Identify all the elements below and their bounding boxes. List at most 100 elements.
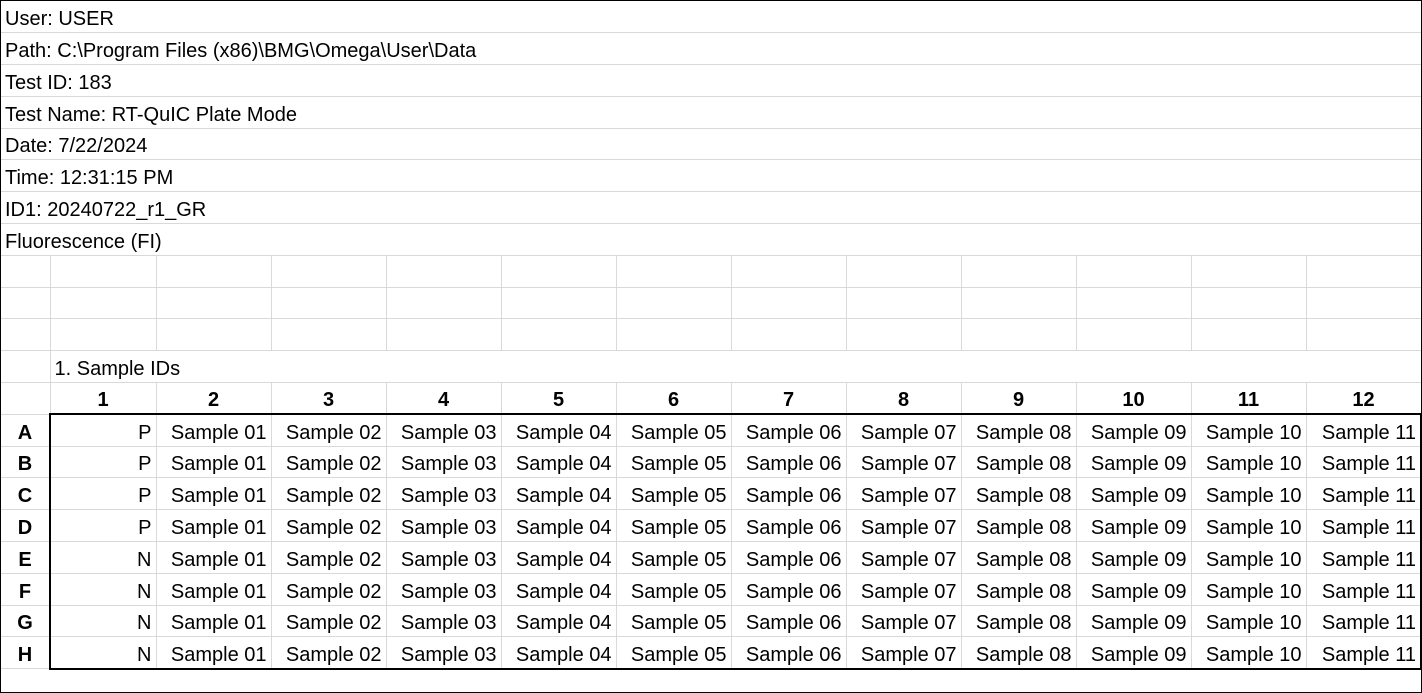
column-header[interactable]: 3 — [270, 382, 387, 415]
meta-line[interactable]: Test Name: RT-QuIC Plate Mode — [1, 95, 1421, 129]
well-cell[interactable]: Sample 06 — [730, 477, 847, 511]
empty-cell[interactable] — [1190, 318, 1307, 352]
well-cell[interactable]: Sample 11 — [1305, 413, 1421, 447]
empty-cell[interactable] — [960, 254, 1077, 288]
well-cell[interactable]: Sample 10 — [1190, 509, 1307, 543]
well-cell[interactable]: Sample 05 — [615, 604, 732, 638]
empty-cell[interactable] — [1, 350, 51, 384]
well-cell[interactable]: Sample 02 — [270, 509, 387, 543]
well-cell[interactable]: Sample 01 — [155, 413, 272, 447]
well-cell[interactable]: Sample 09 — [1075, 509, 1192, 543]
empty-cell[interactable] — [845, 318, 962, 352]
well-cell[interactable]: Sample 07 — [845, 636, 962, 670]
column-header[interactable]: 2 — [155, 382, 272, 415]
well-cell[interactable]: Sample 02 — [270, 413, 387, 447]
row-header[interactable]: C — [1, 477, 51, 511]
well-cell[interactable]: Sample 07 — [845, 413, 962, 447]
well-cell[interactable]: Sample 10 — [1190, 413, 1307, 447]
empty-cell[interactable] — [155, 254, 272, 288]
well-cell[interactable]: Sample 11 — [1305, 541, 1421, 574]
well-cell[interactable]: Sample 07 — [845, 509, 962, 543]
well-cell[interactable]: Sample 09 — [1075, 477, 1192, 511]
well-cell[interactable]: Sample 03 — [385, 509, 502, 543]
empty-cell[interactable] — [385, 286, 502, 320]
meta-line[interactable]: Path: C:\Program Files (x86)\BMG\Omega\U… — [1, 32, 1421, 66]
well-cell[interactable]: Sample 02 — [270, 445, 387, 479]
well-cell[interactable]: Sample 07 — [845, 541, 962, 574]
empty-cell[interactable] — [500, 254, 617, 288]
row-header[interactable]: F — [1, 572, 51, 606]
well-cell[interactable]: Sample 10 — [1190, 541, 1307, 574]
well-cell[interactable]: Sample 11 — [1305, 604, 1421, 638]
corner-cell[interactable] — [1, 382, 51, 415]
empty-cell[interactable] — [385, 254, 502, 288]
well-cell[interactable]: Sample 02 — [270, 604, 387, 638]
well-cell[interactable]: Sample 05 — [615, 541, 732, 574]
empty-cell[interactable] — [730, 318, 847, 352]
empty-cell[interactable] — [730, 286, 847, 320]
well-cell[interactable]: Sample 03 — [385, 445, 502, 479]
empty-cell[interactable] — [1075, 286, 1192, 320]
empty-cell[interactable] — [1075, 254, 1192, 288]
column-header[interactable]: 7 — [730, 382, 847, 415]
empty-cell[interactable] — [960, 318, 1077, 352]
well-cell[interactable]: Sample 07 — [845, 572, 962, 606]
well-cell[interactable]: Sample 04 — [500, 445, 617, 479]
column-header[interactable]: 1 — [49, 382, 157, 415]
well-cell[interactable]: Sample 06 — [730, 636, 847, 670]
well-cell[interactable]: Sample 04 — [500, 636, 617, 670]
row-header[interactable]: A — [1, 413, 51, 447]
well-cell[interactable]: Sample 03 — [385, 413, 502, 447]
section-title[interactable]: 1. Sample IDs — [49, 350, 1421, 384]
empty-cell[interactable] — [1305, 318, 1421, 352]
empty-cell[interactable] — [155, 318, 272, 352]
empty-cell[interactable] — [615, 286, 732, 320]
well-cell[interactable]: Sample 10 — [1190, 636, 1307, 670]
row-header[interactable]: D — [1, 509, 51, 543]
well-cell[interactable]: Sample 05 — [615, 477, 732, 511]
well-cell[interactable]: Sample 04 — [500, 541, 617, 574]
well-cell[interactable]: Sample 09 — [1075, 413, 1192, 447]
well-cell[interactable]: Sample 11 — [1305, 636, 1421, 670]
well-cell[interactable]: N — [49, 604, 157, 638]
well-cell[interactable]: Sample 01 — [155, 636, 272, 670]
well-cell[interactable]: Sample 01 — [155, 477, 272, 511]
empty-cell[interactable] — [1190, 254, 1307, 288]
column-header[interactable]: 10 — [1075, 382, 1192, 415]
well-cell[interactable]: Sample 04 — [500, 477, 617, 511]
well-cell[interactable]: Sample 10 — [1190, 445, 1307, 479]
well-cell[interactable]: Sample 04 — [500, 509, 617, 543]
empty-cell[interactable] — [615, 318, 732, 352]
well-cell[interactable]: Sample 03 — [385, 604, 502, 638]
well-cell[interactable]: Sample 08 — [960, 445, 1077, 479]
well-cell[interactable]: Sample 08 — [960, 604, 1077, 638]
empty-cell[interactable] — [500, 318, 617, 352]
well-cell[interactable]: Sample 07 — [845, 604, 962, 638]
well-cell[interactable]: Sample 09 — [1075, 604, 1192, 638]
well-cell[interactable]: Sample 04 — [500, 604, 617, 638]
well-cell[interactable]: Sample 06 — [730, 541, 847, 574]
well-cell[interactable]: Sample 07 — [845, 445, 962, 479]
well-cell[interactable]: Sample 09 — [1075, 445, 1192, 479]
well-cell[interactable]: N — [49, 636, 157, 670]
well-cell[interactable]: Sample 06 — [730, 445, 847, 479]
meta-line[interactable]: Time: 12:31:15 PM — [1, 159, 1421, 193]
meta-line[interactable]: Fluorescence (FI) — [1, 223, 1421, 256]
empty-cell[interactable] — [1, 254, 51, 288]
well-cell[interactable]: Sample 09 — [1075, 636, 1192, 670]
empty-cell[interactable] — [1, 286, 51, 320]
column-header[interactable]: 6 — [615, 382, 732, 415]
well-cell[interactable]: Sample 10 — [1190, 604, 1307, 638]
well-cell[interactable]: Sample 11 — [1305, 509, 1421, 543]
well-cell[interactable]: P — [49, 477, 157, 511]
well-cell[interactable]: P — [49, 413, 157, 447]
well-cell[interactable]: Sample 03 — [385, 541, 502, 574]
meta-line[interactable]: User: USER — [1, 1, 1421, 34]
well-cell[interactable]: P — [49, 509, 157, 543]
empty-cell[interactable] — [1, 318, 51, 352]
column-header[interactable]: 4 — [385, 382, 502, 415]
meta-line[interactable]: Date: 7/22/2024 — [1, 127, 1421, 161]
empty-cell[interactable] — [270, 286, 387, 320]
well-cell[interactable]: N — [49, 541, 157, 574]
column-header[interactable]: 8 — [845, 382, 962, 415]
